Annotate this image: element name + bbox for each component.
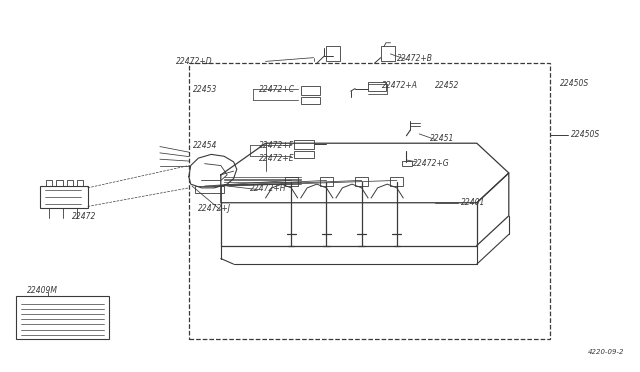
Bar [285, 177, 298, 186]
Text: 22452: 22452 [435, 81, 460, 90]
Text: 22472+G: 22472+G [413, 159, 449, 168]
Bar [355, 177, 368, 186]
Text: 22453: 22453 [193, 85, 218, 94]
Bar [56, 180, 63, 186]
Text: 22450S: 22450S [560, 79, 589, 88]
Text: 22472+B: 22472+B [397, 54, 433, 63]
Text: 22451: 22451 [430, 134, 454, 143]
Bar [16, 296, 109, 339]
Bar [368, 82, 386, 91]
Bar [67, 180, 73, 186]
Bar [189, 63, 550, 339]
Text: 22472+C: 22472+C [259, 85, 295, 94]
Text: 22472+A: 22472+A [382, 81, 418, 90]
Bar [46, 180, 52, 186]
Text: 22472+J: 22472+J [198, 204, 232, 213]
Text: 22450S: 22450S [571, 130, 600, 139]
Bar [381, 46, 395, 61]
Bar [77, 180, 83, 186]
Bar [294, 140, 314, 149]
Bar [320, 177, 333, 186]
Text: 22409M: 22409M [27, 286, 58, 295]
Bar [294, 151, 314, 158]
Text: 22454: 22454 [193, 141, 218, 150]
Bar [40, 186, 88, 208]
Bar [390, 177, 403, 186]
Text: 22472: 22472 [72, 212, 96, 221]
Bar [326, 46, 340, 61]
Text: 22401: 22401 [461, 198, 485, 207]
Text: 22472+F: 22472+F [259, 141, 294, 150]
Bar [301, 97, 320, 104]
Text: 22472+D: 22472+D [176, 57, 212, 66]
Bar [402, 161, 412, 166]
Bar [301, 86, 320, 95]
Text: 4220-09-2: 4220-09-2 [588, 349, 624, 355]
Text: 22472+H: 22472+H [250, 185, 286, 193]
Text: 22472+E: 22472+E [259, 154, 295, 163]
Bar [195, 186, 224, 193]
